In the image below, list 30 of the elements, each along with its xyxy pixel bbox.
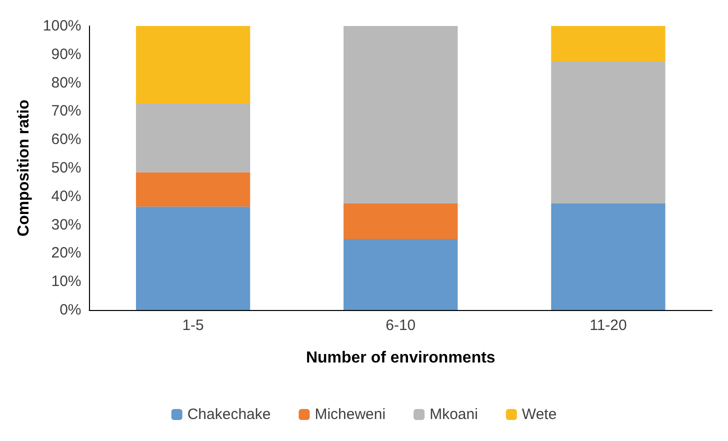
x-tick-label: 1-5	[182, 317, 204, 334]
legend-label: Wete	[522, 406, 557, 423]
bar	[136, 172, 250, 207]
y-tick-label: 10%	[51, 273, 82, 290]
y-tick-label: 0%	[60, 302, 82, 318]
y-tick-label: 100%	[42, 18, 82, 34]
y-tick-label: 80%	[51, 74, 82, 92]
bar	[136, 26, 250, 104]
y-tick-label: 30%	[51, 216, 82, 234]
bar	[344, 239, 458, 310]
bar	[344, 26, 458, 204]
y-axis-title: Composition ratio	[16, 99, 32, 236]
bar	[344, 204, 458, 239]
y-tick-label: 40%	[51, 188, 82, 205]
bar	[551, 26, 666, 62]
legend-label: Chakechake	[187, 406, 271, 423]
legend-label: Mkoani	[430, 406, 478, 423]
y-tick-label: 90%	[51, 46, 82, 63]
y-tick-label: 50%	[51, 160, 82, 176]
bar	[551, 62, 666, 204]
bar	[136, 104, 250, 172]
bar	[551, 204, 666, 310]
legend-label: Micheweni	[314, 406, 386, 423]
y-tick-label: 70%	[51, 102, 82, 120]
x-tick-label: 6-10	[386, 317, 416, 334]
x-tick-label: 11-20	[590, 317, 627, 334]
y-tick-label: 20%	[51, 244, 82, 262]
bar	[136, 206, 250, 310]
y-tick-label: 60%	[51, 131, 82, 148]
x-axis-title: Number of environments	[306, 350, 496, 366]
